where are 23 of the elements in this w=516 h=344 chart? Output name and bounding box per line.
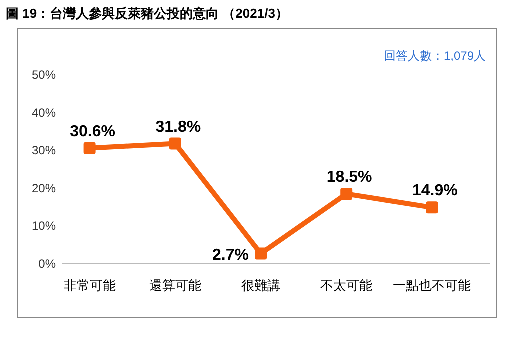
data-label: 14.9% (412, 182, 458, 200)
point (426, 202, 438, 214)
text: 回答人數：1,079人 (384, 49, 486, 63)
chart-title: 圖 19：台灣人參與反萊豬公投的意向 （2021/3） (6, 6, 288, 21)
y-tick-label: 40% (32, 106, 56, 120)
data-label: 2.7% (212, 246, 249, 264)
x-tick-label: 不太可能 (320, 278, 373, 293)
point (255, 248, 267, 260)
point (84, 142, 96, 154)
y-tick-label: 0% (38, 257, 56, 271)
x-tick-label: 非常可能 (64, 278, 116, 293)
data-label: 31.8% (156, 118, 202, 136)
point (340, 188, 353, 200)
point (169, 138, 182, 150)
y-tick-label: 20% (32, 181, 56, 196)
y-tick-label: 10% (32, 219, 56, 234)
data-label: 30.6% (70, 123, 116, 140)
x-tick-label: 很難講 (242, 278, 280, 293)
x-tick-label: 還算可能 (149, 278, 202, 293)
y-tick-label: 30% (32, 144, 56, 158)
data-label: 18.5% (326, 169, 372, 186)
y-tick-label: 50% (32, 68, 56, 82)
x-tick-label: 一點也不可能 (393, 278, 472, 293)
